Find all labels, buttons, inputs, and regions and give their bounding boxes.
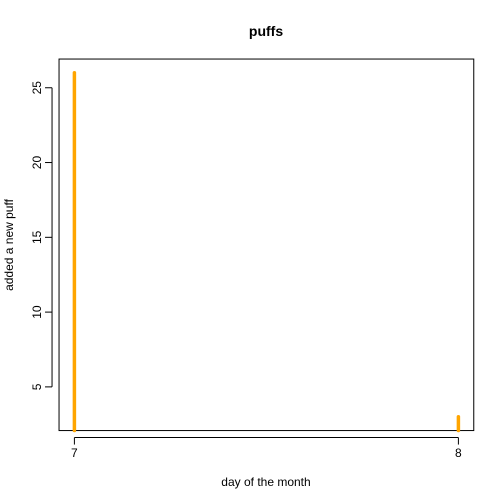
x-tick-label: 7 — [71, 446, 78, 460]
y-tick-label: 20 — [30, 156, 44, 170]
x-axis-label: day of the month — [221, 475, 310, 489]
y-tick-label: 5 — [30, 383, 44, 390]
y-axis: 5 10 15 20 25 — [30, 81, 53, 390]
chart-title: puffs — [249, 23, 283, 39]
data-bars — [72, 71, 461, 433]
plot-area — [58, 58, 475, 432]
y-tick-label: 15 — [30, 230, 44, 244]
x-tick-label: 8 — [455, 446, 462, 460]
y-axis-label: added a new puff — [2, 198, 16, 291]
y-tick-label: 10 — [30, 305, 44, 319]
y-tick-label: 25 — [30, 81, 44, 95]
